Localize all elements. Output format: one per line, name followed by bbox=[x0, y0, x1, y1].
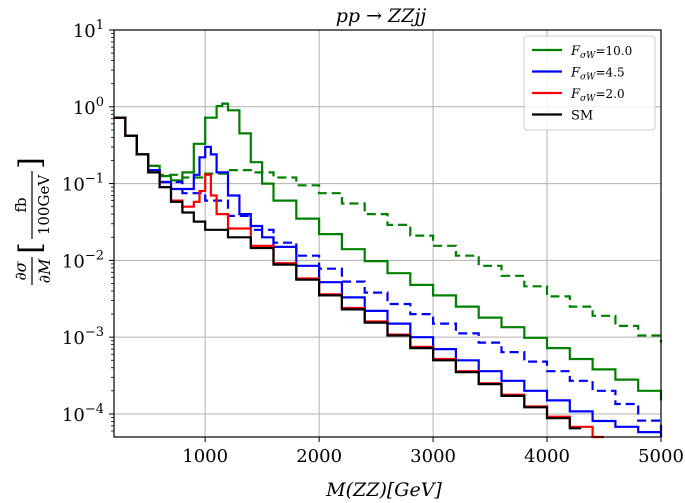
ylabel-unit-numerator: fb bbox=[12, 197, 30, 212]
ticks: 1000 2000 3000 4000 500010110010−110−210−310… bbox=[62, 18, 684, 467]
y-tick-exponent: −3 bbox=[85, 325, 104, 340]
ylabel-unit-denominator: 100GeV bbox=[35, 174, 53, 235]
y-tick-exponent: −1 bbox=[85, 172, 104, 187]
chart-title: pp → ZZjj bbox=[336, 5, 427, 27]
y-tick-base: 10 bbox=[62, 175, 85, 196]
x-tick-label: 2000 bbox=[296, 446, 342, 467]
y-tick-base: 10 bbox=[73, 98, 96, 119]
y-tick-label: 101 bbox=[73, 18, 104, 42]
ylabel-numerator: ∂σ bbox=[11, 260, 30, 280]
y-tick-exponent: 1 bbox=[96, 18, 104, 33]
y-tick-label: 10−2 bbox=[62, 248, 104, 272]
legend-label-main: F bbox=[570, 44, 581, 59]
curves bbox=[114, 102, 663, 439]
legend-label-value: =4.5 bbox=[595, 66, 624, 80]
y-tick-label: 100 bbox=[73, 95, 104, 119]
y-tick-exponent: −2 bbox=[85, 248, 104, 263]
x-tick-label: 4000 bbox=[524, 446, 570, 467]
legend-label-sub: σW bbox=[580, 94, 596, 104]
legend-label: FσW=4.5 bbox=[570, 66, 625, 83]
legend-label-sub: σW bbox=[580, 73, 596, 83]
series-line bbox=[114, 116, 663, 431]
ylabel-denominator: ∂M bbox=[35, 258, 54, 283]
series-line bbox=[114, 116, 604, 439]
y-tick-base: 10 bbox=[62, 405, 85, 426]
series-line bbox=[114, 102, 663, 401]
x-axis-label: M(ZZ)[GeV] bbox=[325, 479, 442, 501]
series-line bbox=[114, 116, 582, 430]
y-tick-label: 10−1 bbox=[62, 172, 104, 196]
legend-label-value: =2.0 bbox=[595, 87, 624, 101]
y-tick-exponent: 0 bbox=[96, 95, 104, 110]
plot-frame bbox=[113, 29, 662, 438]
legend-label: SM bbox=[571, 109, 593, 124]
ylabel-open-bracket: [ bbox=[13, 242, 48, 254]
x-tick-label: 1000 bbox=[182, 446, 228, 467]
legend-label-sub: σW bbox=[580, 51, 596, 61]
series-line bbox=[114, 116, 663, 343]
y-axis-label: ∂σ ∂M [ fb 100GeV ] bbox=[11, 157, 54, 285]
y-tick-label: 10−4 bbox=[62, 402, 104, 426]
y-tick-base: 10 bbox=[62, 251, 85, 272]
legend-label: FσW=2.0 bbox=[570, 87, 625, 104]
y-tick-label: 10−3 bbox=[62, 325, 104, 349]
legend-box bbox=[523, 35, 656, 131]
y-tick-base: 10 bbox=[73, 21, 96, 42]
y-tick-base: 10 bbox=[62, 328, 85, 349]
y-tick-exponent: −4 bbox=[85, 402, 104, 417]
legend-label-main: SM bbox=[571, 109, 593, 124]
x-tick-label: 3000 bbox=[410, 446, 456, 467]
ylabel-close-bracket: ] bbox=[13, 157, 48, 169]
legend-label-value: =10.0 bbox=[595, 44, 632, 58]
series-line bbox=[114, 116, 663, 437]
legend-label: FσW=10.0 bbox=[570, 44, 632, 61]
x-tick-label: 5000 bbox=[638, 446, 684, 467]
legend-label-main: F bbox=[570, 87, 581, 102]
legend-label-main: F bbox=[570, 66, 581, 81]
